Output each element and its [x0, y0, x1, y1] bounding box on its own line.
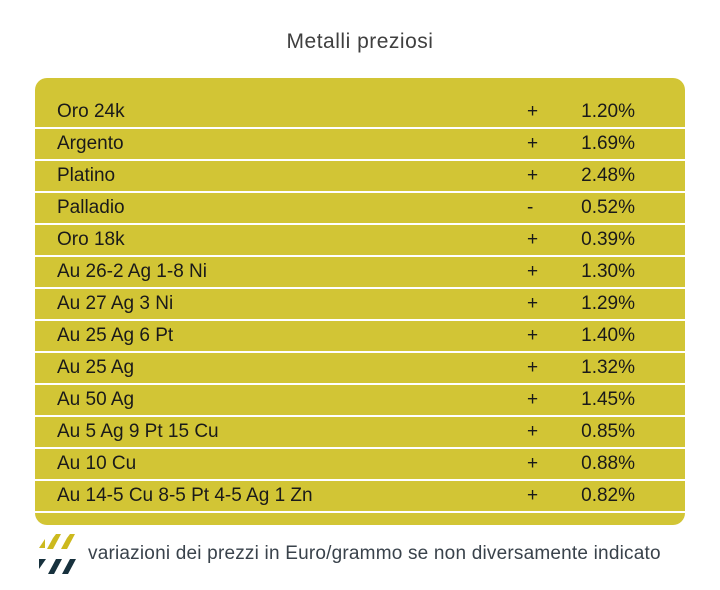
change-sign: +: [527, 261, 539, 282]
change-sign: +: [527, 101, 539, 122]
change-sign: +: [527, 293, 539, 314]
table-rows: Oro 24k + 1.20% Argento + 1.69% Platino …: [35, 97, 685, 513]
change-percent: 1.30%: [581, 261, 635, 282]
change-percent: 0.39%: [581, 229, 635, 250]
metal-name: Au 50 Ag: [57, 389, 135, 410]
change-sign: +: [527, 229, 539, 250]
change-sign: +: [527, 325, 539, 346]
metal-name: Au 26-2 Ag 1-8 Ni: [57, 261, 207, 282]
change-sign: +: [527, 421, 539, 442]
change-sign: +: [527, 485, 539, 506]
table-row[interactable]: Au 25 Ag + 1.32%: [35, 353, 685, 385]
change-percent: 1.45%: [581, 389, 635, 410]
change-percent: 1.20%: [581, 101, 635, 122]
table-row[interactable]: Palladio - 0.52%: [35, 193, 685, 225]
table-row[interactable]: Au 27 Ag 3 Ni + 1.29%: [35, 289, 685, 321]
change-percent: 1.40%: [581, 325, 635, 346]
table-row[interactable]: Au 10 Cu + 0.88%: [35, 449, 685, 481]
table-row[interactable]: Au 14-5 Cu 8-5 Pt 4-5 Ag 1 Zn + 0.82%: [35, 481, 685, 513]
table-row[interactable]: Au 26-2 Ag 1-8 Ni + 1.30%: [35, 257, 685, 289]
change-percent: 0.88%: [581, 453, 635, 474]
change-percent: 1.32%: [581, 357, 635, 378]
metal-name: Au 27 Ag 3 Ni: [57, 293, 174, 314]
change-sign: -: [527, 197, 534, 218]
change-percent: 1.69%: [581, 133, 635, 154]
table-row[interactable]: Platino + 2.48%: [35, 161, 685, 193]
metal-name: Au 25 Ag: [57, 357, 135, 378]
change-percent: 2.48%: [581, 165, 635, 186]
change-sign: +: [527, 389, 539, 410]
footer-note-bar: variazioni dei prezzi in Euro/grammo se …: [36, 530, 696, 578]
table-row[interactable]: Oro 24k + 1.20%: [35, 97, 685, 129]
change-sign: +: [527, 453, 539, 474]
table-row[interactable]: Au 25 Ag 6 Pt + 1.40%: [35, 321, 685, 353]
metal-name: Au 5 Ag 9 Pt 15 Cu: [57, 421, 219, 442]
metal-name: Au 10 Cu: [57, 453, 137, 474]
metal-name: Platino: [57, 165, 116, 186]
change-percent: 0.85%: [581, 421, 635, 442]
footer-note: variazioni dei prezzi in Euro/grammo se …: [88, 543, 661, 564]
change-sign: +: [527, 165, 539, 186]
table-row[interactable]: Au 5 Ag 9 Pt 15 Cu + 0.85%: [35, 417, 685, 449]
change-sign: +: [527, 133, 539, 154]
change-percent: 0.82%: [581, 485, 635, 506]
change-percent: 1.29%: [581, 293, 635, 314]
table-row[interactable]: Au 50 Ag + 1.45%: [35, 385, 685, 417]
metals-price-table: Oro 24k + 1.20% Argento + 1.69% Platino …: [35, 78, 685, 525]
metal-name: Au 25 Ag 6 Pt: [57, 325, 174, 346]
page-title: Metalli preziosi: [286, 30, 434, 53]
change-percent: 0.52%: [581, 197, 635, 218]
metal-name: Oro 18k: [57, 229, 125, 250]
table-row[interactable]: Argento + 1.69%: [35, 129, 685, 161]
table-row[interactable]: Oro 18k + 0.39%: [35, 225, 685, 257]
metal-name: Oro 24k: [57, 101, 125, 122]
change-sign: +: [527, 357, 539, 378]
metal-name: Au 14-5 Cu 8-5 Pt 4-5 Ag 1 Zn: [57, 485, 313, 506]
slashes-logo-icon: [39, 534, 76, 574]
metal-name: Palladio: [57, 197, 125, 218]
metal-name: Argento: [57, 133, 124, 154]
